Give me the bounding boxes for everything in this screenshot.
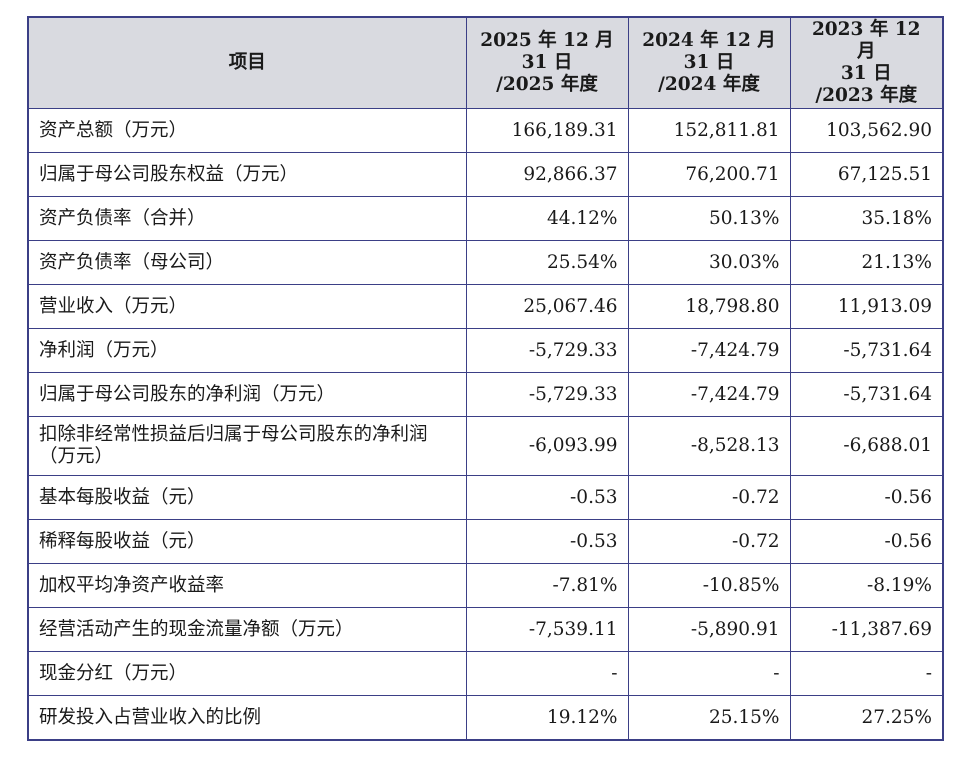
value-2023: 21.13% <box>789 240 944 285</box>
row-label: 扣除非经常性损益后归属于母公司股东的净利润（万元） <box>27 416 467 476</box>
financial-indicators-table: 项目 2025 年 12 月 31 日 /2025 年度 2024 年 12 月… <box>27 16 944 741</box>
table-header: 项目 2025 年 12 月 31 日 /2025 年度 2024 年 12 月… <box>27 16 944 109</box>
row-label: 研发投入占营业收入的比例 <box>27 695 467 741</box>
table-row: 归属于母公司股东权益（万元） 92,866.37 76,200.71 67,12… <box>27 152 944 197</box>
value-2025: 25,067.46 <box>465 284 629 329</box>
row-label: 加权平均净资产收益率 <box>27 563 467 608</box>
table-row: 营业收入（万元） 25,067.46 18,798.80 11,913.09 <box>27 284 944 329</box>
value-2025: -7.81% <box>465 563 629 608</box>
table-row: 稀释每股收益（元） -0.53 -0.72 -0.56 <box>27 519 944 564</box>
header-2025-line1: 2025 年 12 月 <box>480 30 614 51</box>
row-label: 归属于母公司股东权益（万元） <box>27 152 467 197</box>
table-row: 资产总额（万元） 166,189.31 152,811.81 103,562.9… <box>27 108 944 153</box>
header-item: 项目 <box>27 16 467 109</box>
table-row: 扣除非经常性损益后归属于母公司股东的净利润（万元） -6,093.99 -8,5… <box>27 416 944 476</box>
value-2024: 76,200.71 <box>627 152 791 197</box>
table-row: 资产负债率（合并） 44.12% 50.13% 35.18% <box>27 196 944 241</box>
value-2025: 19.12% <box>465 695 629 741</box>
value-2024: -7,424.79 <box>627 372 791 417</box>
header-2025-line3: /2025 年度 <box>496 74 598 95</box>
value-2024: 18,798.80 <box>627 284 791 329</box>
value-2023: -6,688.01 <box>789 416 944 476</box>
value-2023: -0.56 <box>789 475 944 520</box>
row-label: 资产负债率（母公司） <box>27 240 467 285</box>
value-2024: -7,424.79 <box>627 328 791 373</box>
value-2023: 35.18% <box>789 196 944 241</box>
value-2024: -0.72 <box>627 475 791 520</box>
value-2023: 67,125.51 <box>789 152 944 197</box>
value-2024: -10.85% <box>627 563 791 608</box>
value-2023: -5,731.64 <box>789 372 944 417</box>
header-2023-line2: 31 日 <box>840 63 892 84</box>
header-2025: 2025 年 12 月 31 日 /2025 年度 <box>465 16 629 109</box>
value-2025: -5,729.33 <box>465 372 629 417</box>
value-2025: -0.53 <box>465 475 629 520</box>
value-2023: -8.19% <box>789 563 944 608</box>
value-2024: 152,811.81 <box>627 108 791 153</box>
header-2024-line1: 2024 年 12 月 <box>642 30 776 51</box>
row-label: 营业收入（万元） <box>27 284 467 329</box>
header-row: 项目 2025 年 12 月 31 日 /2025 年度 2024 年 12 月… <box>27 16 944 109</box>
row-label: 净利润（万元） <box>27 328 467 373</box>
value-2023: - <box>789 651 944 696</box>
header-2025-line2: 31 日 <box>521 52 573 73</box>
row-label: 资产总额（万元） <box>27 108 467 153</box>
value-2024: - <box>627 651 791 696</box>
row-label: 经营活动产生的现金流量净额（万元） <box>27 607 467 652</box>
value-2024: -5,890.91 <box>627 607 791 652</box>
table-row: 加权平均净资产收益率 -7.81% -10.85% -8.19% <box>27 563 944 608</box>
value-2025: -0.53 <box>465 519 629 564</box>
value-2025: 44.12% <box>465 196 629 241</box>
value-2025: 166,189.31 <box>465 108 629 153</box>
table-row: 研发投入占营业收入的比例 19.12% 25.15% 27.25% <box>27 695 944 741</box>
table-body: 资产总额（万元） 166,189.31 152,811.81 103,562.9… <box>27 108 944 741</box>
value-2025: - <box>465 651 629 696</box>
value-2023: 27.25% <box>789 695 944 741</box>
row-label: 归属于母公司股东的净利润（万元） <box>27 372 467 417</box>
header-2024-line3: /2024 年度 <box>658 74 760 95</box>
header-2024-line2: 31 日 <box>683 52 735 73</box>
value-2025: -7,539.11 <box>465 607 629 652</box>
value-2024: 50.13% <box>627 196 791 241</box>
value-2024: 30.03% <box>627 240 791 285</box>
table-row: 资产负债率（母公司） 25.54% 30.03% 21.13% <box>27 240 944 285</box>
value-2025: 92,866.37 <box>465 152 629 197</box>
value-2023: 11,913.09 <box>789 284 944 329</box>
row-label: 稀释每股收益（元） <box>27 519 467 564</box>
header-2023-line1: 2023 年 12 月 <box>811 19 921 62</box>
value-2025: -6,093.99 <box>465 416 629 476</box>
value-2025: 25.54% <box>465 240 629 285</box>
row-label: 基本每股收益（元） <box>27 475 467 520</box>
value-2024: -8,528.13 <box>627 416 791 476</box>
value-2023: -5,731.64 <box>789 328 944 373</box>
table-row: 经营活动产生的现金流量净额（万元） -7,539.11 -5,890.91 -1… <box>27 607 944 652</box>
value-2025: -5,729.33 <box>465 328 629 373</box>
table-row: 归属于母公司股东的净利润（万元） -5,729.33 -7,424.79 -5,… <box>27 372 944 417</box>
value-2024: 25.15% <box>627 695 791 741</box>
row-label: 现金分红（万元） <box>27 651 467 696</box>
header-2023: 2023 年 12 月 31 日 /2023 年度 <box>789 16 944 109</box>
table-row: 现金分红（万元） - - - <box>27 651 944 696</box>
value-2024: -0.72 <box>627 519 791 564</box>
row-label: 资产负债率（合并） <box>27 196 467 241</box>
value-2023: 103,562.90 <box>789 108 944 153</box>
header-2023-line3: /2023 年度 <box>815 85 918 106</box>
value-2023: -11,387.69 <box>789 607 944 652</box>
header-2024: 2024 年 12 月 31 日 /2024 年度 <box>627 16 791 109</box>
table-row: 基本每股收益（元） -0.53 -0.72 -0.56 <box>27 475 944 520</box>
value-2023: -0.56 <box>789 519 944 564</box>
table-row: 净利润（万元） -5,729.33 -7,424.79 -5,731.64 <box>27 328 944 373</box>
